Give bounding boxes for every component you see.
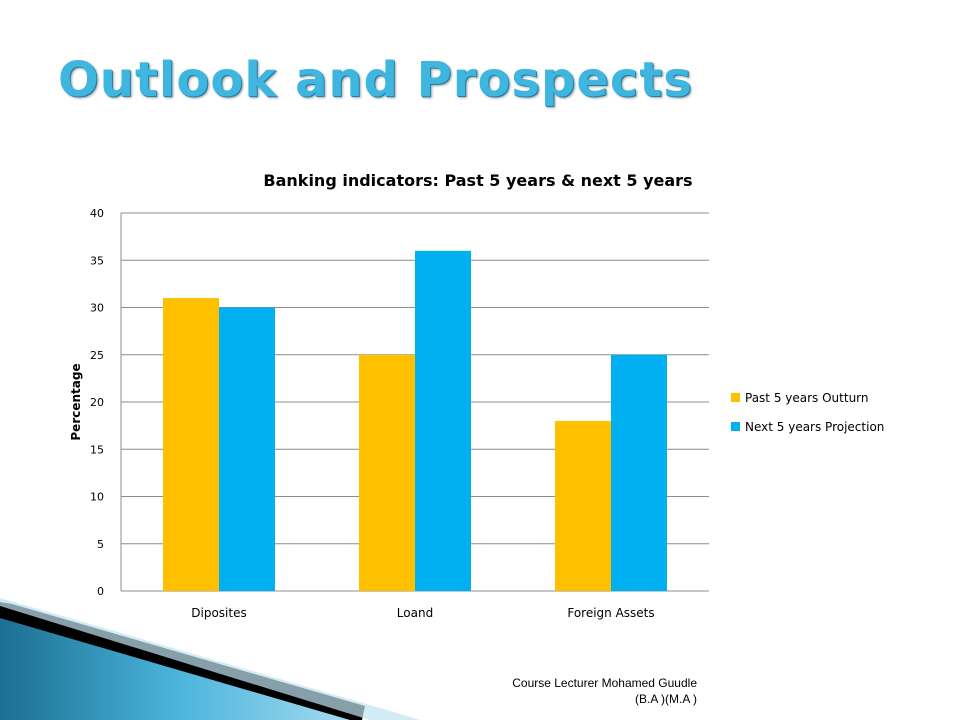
bar — [163, 298, 219, 591]
y-tick-label: 40 — [90, 207, 104, 220]
footer-line-2: (B.A )(M.A ) — [634, 692, 697, 706]
bar — [555, 420, 611, 591]
decorative-swoosh — [0, 598, 420, 720]
bar — [611, 354, 667, 591]
legend-swatch — [731, 422, 740, 431]
y-tick-label: 5 — [97, 538, 104, 551]
bar — [415, 250, 471, 592]
y-tick-label: 20 — [90, 396, 104, 409]
x-category-labels: Diposites Loand Foreign Assets — [191, 606, 654, 620]
legend-label: Past 5 years Outturn — [745, 391, 869, 405]
bar — [219, 307, 275, 591]
slide-title: Outlook and Prospects — [58, 52, 693, 108]
y-tick-label: 15 — [90, 443, 104, 456]
y-tick-labels: 0 5 10 15 20 25 30 35 40 — [90, 207, 104, 598]
footer-credit: Course Lecturer Mohamed Guudle (B.A )(M.… — [512, 675, 697, 707]
x-category-label: Foreign Assets — [567, 606, 654, 620]
y-tick-label: 0 — [97, 585, 104, 598]
y-axis-label: Percentage — [69, 363, 83, 440]
legend-label: Next 5 years Projection — [745, 420, 884, 434]
chart-legend: Past 5 years Outturn Next 5 years Project… — [731, 391, 884, 434]
chart-bars — [163, 250, 667, 592]
x-category-label: Loand — [397, 606, 433, 620]
y-tick-label: 25 — [90, 349, 104, 362]
x-category-label: Diposites — [191, 606, 246, 620]
y-tick-label: 30 — [90, 302, 104, 315]
legend-swatch — [731, 393, 740, 402]
bar — [359, 354, 415, 591]
y-tick-label: 35 — [90, 254, 104, 267]
footer-line-1: Course Lecturer Mohamed Guudle — [512, 676, 697, 690]
chart-title: Banking indicators: Past 5 years & next … — [263, 171, 692, 190]
y-tick-label: 10 — [90, 491, 104, 504]
